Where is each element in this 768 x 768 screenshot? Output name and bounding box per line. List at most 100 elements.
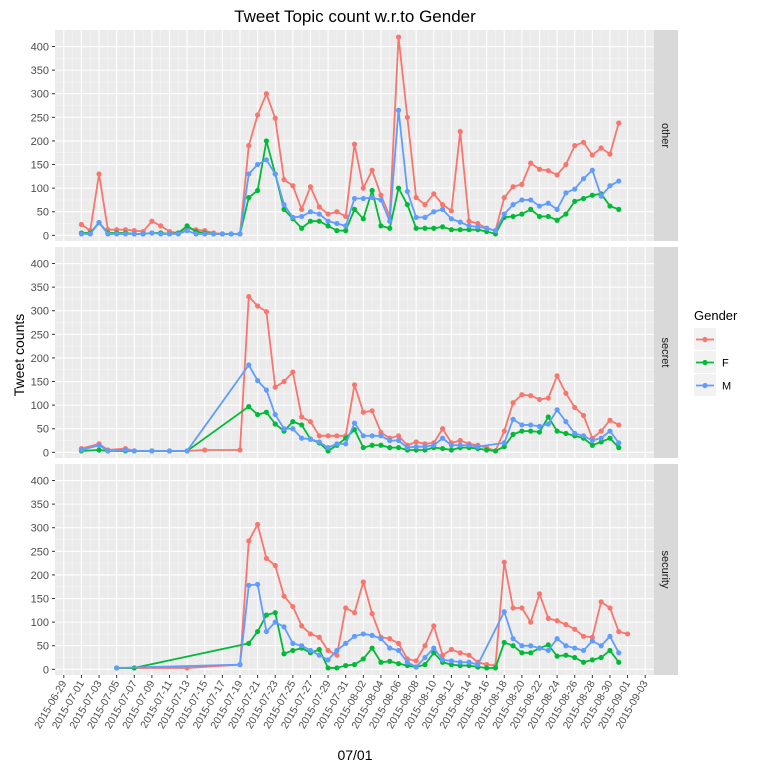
data-point-M [439,657,446,663]
data-point-blank [378,192,384,198]
data-point-M [281,426,287,432]
legend: Gender FM [694,308,738,396]
data-point-F [290,419,296,425]
data-point-M [281,624,287,630]
data-point-blank [351,382,358,388]
legend-key-point [702,359,708,366]
data-point-M [360,433,366,439]
data-point-blank [290,183,296,189]
data-point-F [528,650,534,656]
data-point-M [422,654,428,661]
data-point-M [616,178,622,184]
data-point-F [545,642,551,648]
data-point-blank [290,603,296,610]
y-tick-label: 200 [31,353,49,365]
data-point-M [166,231,173,237]
data-point-F [422,225,428,231]
data-point-M [413,214,419,220]
data-point-blank [572,626,578,632]
data-point-M [105,448,111,454]
data-point-M [184,228,190,234]
data-point-M [166,448,173,454]
data-point-M [378,197,384,203]
data-point-M [219,231,225,237]
data-point-F [334,228,340,234]
data-point-F [378,442,384,448]
data-point-blank [572,404,578,411]
data-point-F [395,445,402,451]
data-point-F [607,647,613,654]
data-point-M [96,219,102,226]
data-point-M [78,447,85,453]
data-point-M [299,435,305,441]
data-point-blank [369,611,375,617]
data-point-M [457,442,463,448]
data-point-F [281,651,287,657]
data-point-M [325,218,331,224]
y-tick-label: 100 [31,617,49,629]
data-point-F [448,447,454,453]
data-point-M [255,581,261,587]
data-point-M [387,218,393,224]
data-point-blank [616,422,622,428]
y-tick-label: 400 [31,476,49,488]
data-point-blank [281,378,287,385]
data-point-blank [580,412,587,419]
y-tick-label: 0 [43,447,49,459]
y-tick-label: 250 [31,329,49,341]
data-point-F [316,646,322,653]
data-point-F [439,445,446,452]
data-point-M [466,223,472,229]
data-point-F [351,206,358,212]
data-point-M [616,650,622,656]
data-point-M [131,448,137,454]
data-point-M [528,643,534,649]
data-point-F [325,223,331,229]
data-point-blank [448,208,454,214]
data-point-F [607,435,613,441]
data-point-blank [263,91,270,97]
data-point-blank [545,395,551,401]
data-point-M [272,619,278,625]
data-point-blank [316,433,322,439]
data-point-blank [299,623,305,629]
data-point-F [589,657,595,663]
data-point-F [431,225,437,231]
data-point-F [395,661,402,667]
data-point-blank [589,634,595,640]
data-point-F [580,195,587,202]
data-point-F [369,187,375,194]
data-point-F [351,662,358,668]
data-point-F [536,429,543,435]
data-point-M [114,231,120,237]
data-point-blank [466,218,472,224]
data-point-M [501,211,507,217]
data-point-M [78,231,85,237]
facet-strip [654,30,678,241]
data-point-M [343,223,349,229]
data-point-blank [272,384,278,390]
data-point-F [387,445,393,451]
data-point-F [492,448,499,454]
data-point-F [255,187,261,194]
data-point-F [263,612,270,618]
data-point-F [387,225,393,231]
y-tick-label: 150 [31,594,49,606]
data-point-M [598,193,604,199]
data-point-blank [439,426,446,432]
x-axis-title: 07/01 [337,747,372,763]
facet-panels: 0 50 100 150 200 250 300 350 400 other 0 50 100 150 20… [31,30,678,676]
data-point-F [598,654,604,661]
data-point-M [140,231,146,237]
data-point-M [589,167,595,173]
data-point-F [563,652,569,658]
data-point-M [572,430,578,437]
data-point-M [351,633,358,639]
data-point-blank [290,369,296,375]
data-point-blank [448,646,454,653]
data-point-F [501,639,507,646]
data-point-blank [554,618,560,624]
y-tick-label: 350 [31,499,49,511]
data-point-M [87,231,93,237]
